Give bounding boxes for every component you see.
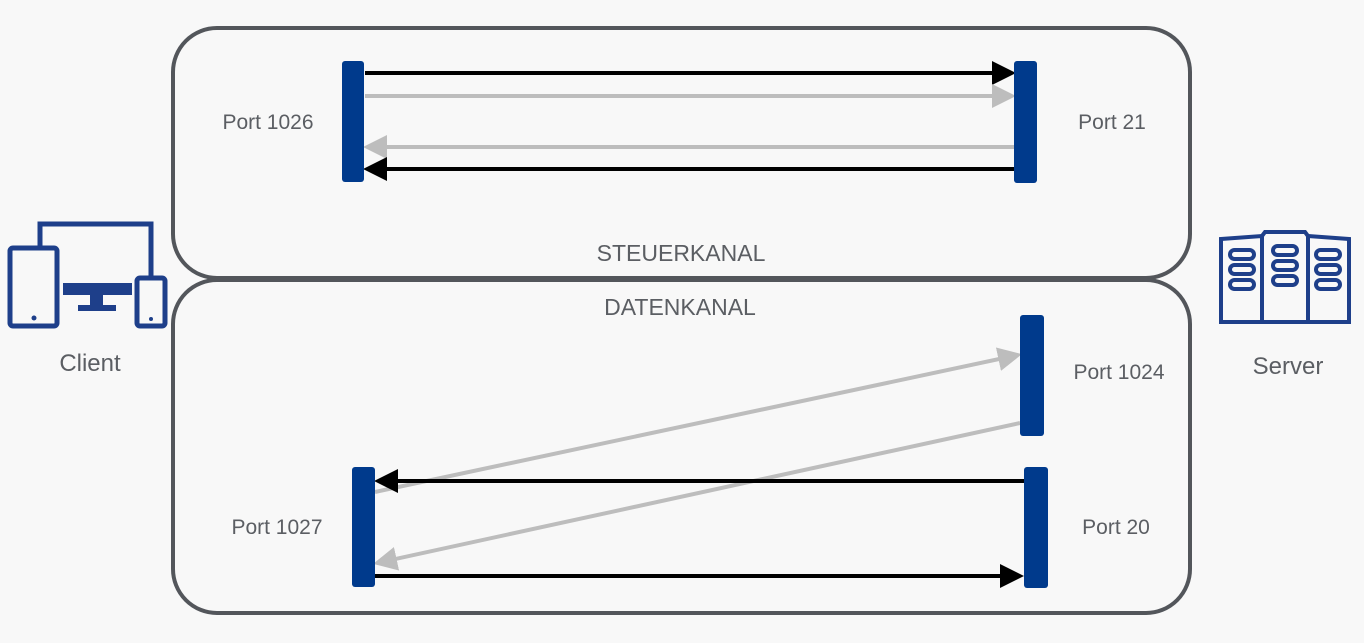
server-label: Server [1253,353,1324,380]
port-bar-20 [1024,467,1048,588]
port-1024-label: Port 1024 [1073,361,1164,384]
datenkanal-title: DATENKANAL [604,294,756,320]
port-bar-1027 [352,467,375,587]
port-bar-1024 [1020,315,1044,436]
datenkanal-box [171,278,1192,615]
port-1026-label: Port 1026 [222,111,313,134]
client-label: Client [59,350,121,377]
port-21-label: Port 21 [1078,111,1146,134]
port-20-label: Port 20 [1082,516,1150,539]
steuerkanal-title: STEUERKANAL [597,240,766,266]
port-bar-21 [1014,61,1037,183]
arrow-data-gray-up [374,347,1022,494]
arrow-data-gray-down [373,421,1021,571]
port-1027-label: Port 1027 [231,516,322,539]
port-bar-1026 [342,61,364,182]
client-devices-icon [7,221,168,329]
server-rack-icon [1219,230,1351,324]
